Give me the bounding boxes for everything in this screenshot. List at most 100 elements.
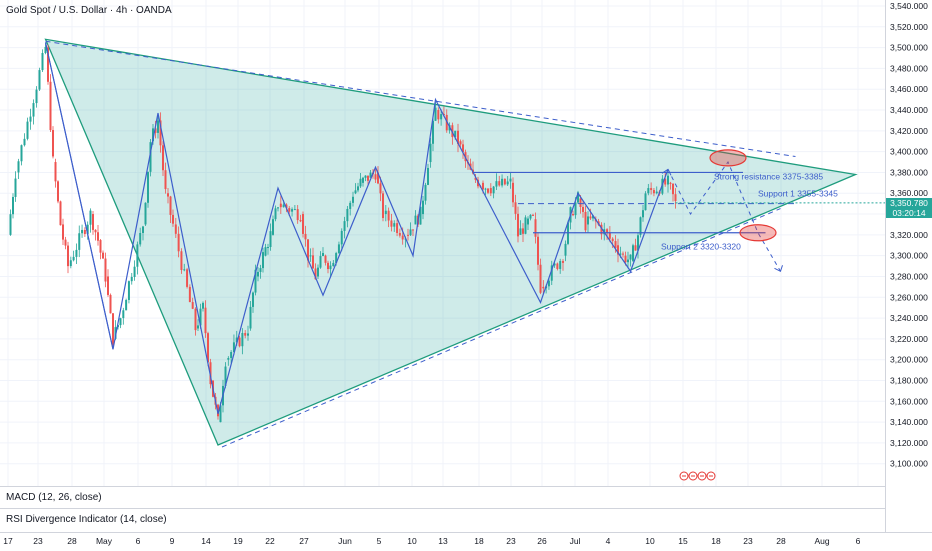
candle-body bbox=[314, 268, 317, 280]
candle-body bbox=[527, 218, 529, 225]
time-axis[interactable] bbox=[0, 532, 932, 551]
candle-body bbox=[346, 208, 349, 222]
candle-body bbox=[12, 196, 14, 215]
candle-body bbox=[277, 207, 279, 209]
candle-body bbox=[183, 269, 186, 271]
candle-body bbox=[442, 114, 445, 116]
candle-body bbox=[337, 244, 340, 254]
candle-body bbox=[247, 333, 249, 336]
candle-body bbox=[9, 214, 12, 235]
candle-body bbox=[664, 178, 667, 185]
candle-body bbox=[230, 352, 233, 359]
resistance-ellipse bbox=[709, 149, 747, 167]
candle-body bbox=[522, 228, 524, 234]
symmetric-triangle bbox=[44, 38, 858, 446]
candle-body bbox=[122, 310, 125, 319]
candle-body bbox=[139, 232, 142, 245]
candle-body bbox=[207, 333, 209, 363]
candle-body bbox=[382, 193, 384, 219]
candle-body bbox=[343, 221, 346, 231]
candle-body bbox=[272, 219, 274, 235]
candle-body bbox=[574, 202, 577, 216]
candle-body bbox=[637, 235, 639, 251]
candle-body bbox=[329, 265, 332, 270]
macd-pane[interactable]: MACD (12, 26, close) bbox=[0, 486, 885, 509]
candle-body bbox=[369, 172, 372, 178]
candle-body bbox=[197, 325, 199, 329]
candle-body bbox=[534, 219, 537, 237]
candle-body bbox=[639, 217, 642, 235]
candle-body bbox=[41, 53, 44, 71]
chart-grid bbox=[0, 0, 885, 486]
candle-body bbox=[322, 253, 324, 257]
candle-body bbox=[57, 181, 59, 202]
candle-body bbox=[592, 215, 594, 219]
candle-body bbox=[674, 194, 677, 202]
candle-body bbox=[177, 233, 180, 252]
candle-body bbox=[352, 196, 354, 203]
candle-body bbox=[259, 268, 262, 272]
candle-body bbox=[149, 142, 152, 172]
candle-body bbox=[359, 178, 362, 187]
candle-body bbox=[99, 240, 102, 253]
candle-body bbox=[109, 294, 112, 314]
candle-body bbox=[164, 170, 167, 190]
candle-body bbox=[269, 231, 272, 248]
candle-body bbox=[340, 230, 343, 245]
candle-body bbox=[86, 224, 89, 234]
candle-body bbox=[600, 224, 603, 235]
candle-body bbox=[29, 116, 32, 122]
candle-body bbox=[186, 269, 189, 287]
candle-body bbox=[487, 188, 489, 193]
candle-body bbox=[44, 46, 47, 54]
candle-body bbox=[152, 128, 154, 142]
candle-body bbox=[199, 308, 202, 326]
candle-body bbox=[188, 286, 191, 303]
candle-body bbox=[238, 337, 241, 347]
candle-body bbox=[293, 209, 296, 211]
candle-body bbox=[357, 186, 359, 191]
candle-body bbox=[47, 47, 49, 82]
chart-drawings: Strong resistance 3375-3385 Support 1 335… bbox=[44, 42, 885, 481]
candle-body bbox=[542, 286, 545, 289]
candle-body bbox=[634, 245, 637, 251]
rsi-label: RSI Divergence Indicator (14, close) bbox=[6, 514, 167, 525]
candle-body bbox=[335, 253, 338, 263]
candle-body bbox=[514, 202, 517, 214]
candle-body bbox=[174, 224, 177, 234]
candle-body bbox=[364, 175, 367, 178]
candle-body bbox=[553, 263, 556, 266]
price-axis[interactable] bbox=[885, 0, 932, 532]
candle-body bbox=[647, 188, 650, 194]
candle-body bbox=[288, 208, 291, 212]
candle-body bbox=[384, 210, 387, 215]
candle-body bbox=[92, 214, 94, 230]
candle-body bbox=[62, 224, 64, 240]
candle-body bbox=[302, 214, 304, 234]
candle-body bbox=[390, 220, 393, 227]
rsi-pane[interactable]: RSI Divergence Indicator (14, close) bbox=[0, 508, 885, 531]
candle-body bbox=[232, 342, 235, 353]
candle-body bbox=[622, 253, 624, 255]
candle-body bbox=[547, 280, 550, 287]
candle-body bbox=[349, 202, 352, 209]
candle-body bbox=[204, 307, 207, 334]
candle-body bbox=[529, 214, 532, 219]
candle-body bbox=[78, 233, 81, 250]
candle-body bbox=[650, 188, 653, 191]
candle-body bbox=[194, 308, 197, 331]
candle-body bbox=[409, 229, 412, 236]
candle-body bbox=[83, 229, 86, 234]
candle-body bbox=[312, 255, 314, 269]
support2-label: Support 2 3320-3320 bbox=[661, 241, 741, 251]
candle-body bbox=[524, 217, 527, 234]
candle-body bbox=[81, 229, 84, 234]
candle-body bbox=[38, 70, 41, 90]
candle-body bbox=[379, 183, 382, 194]
candle-body bbox=[459, 141, 462, 145]
candle-body bbox=[309, 255, 312, 257]
candle-body bbox=[119, 318, 122, 326]
upper-dashed-trendline bbox=[45, 40, 796, 158]
candle-body bbox=[495, 181, 498, 187]
